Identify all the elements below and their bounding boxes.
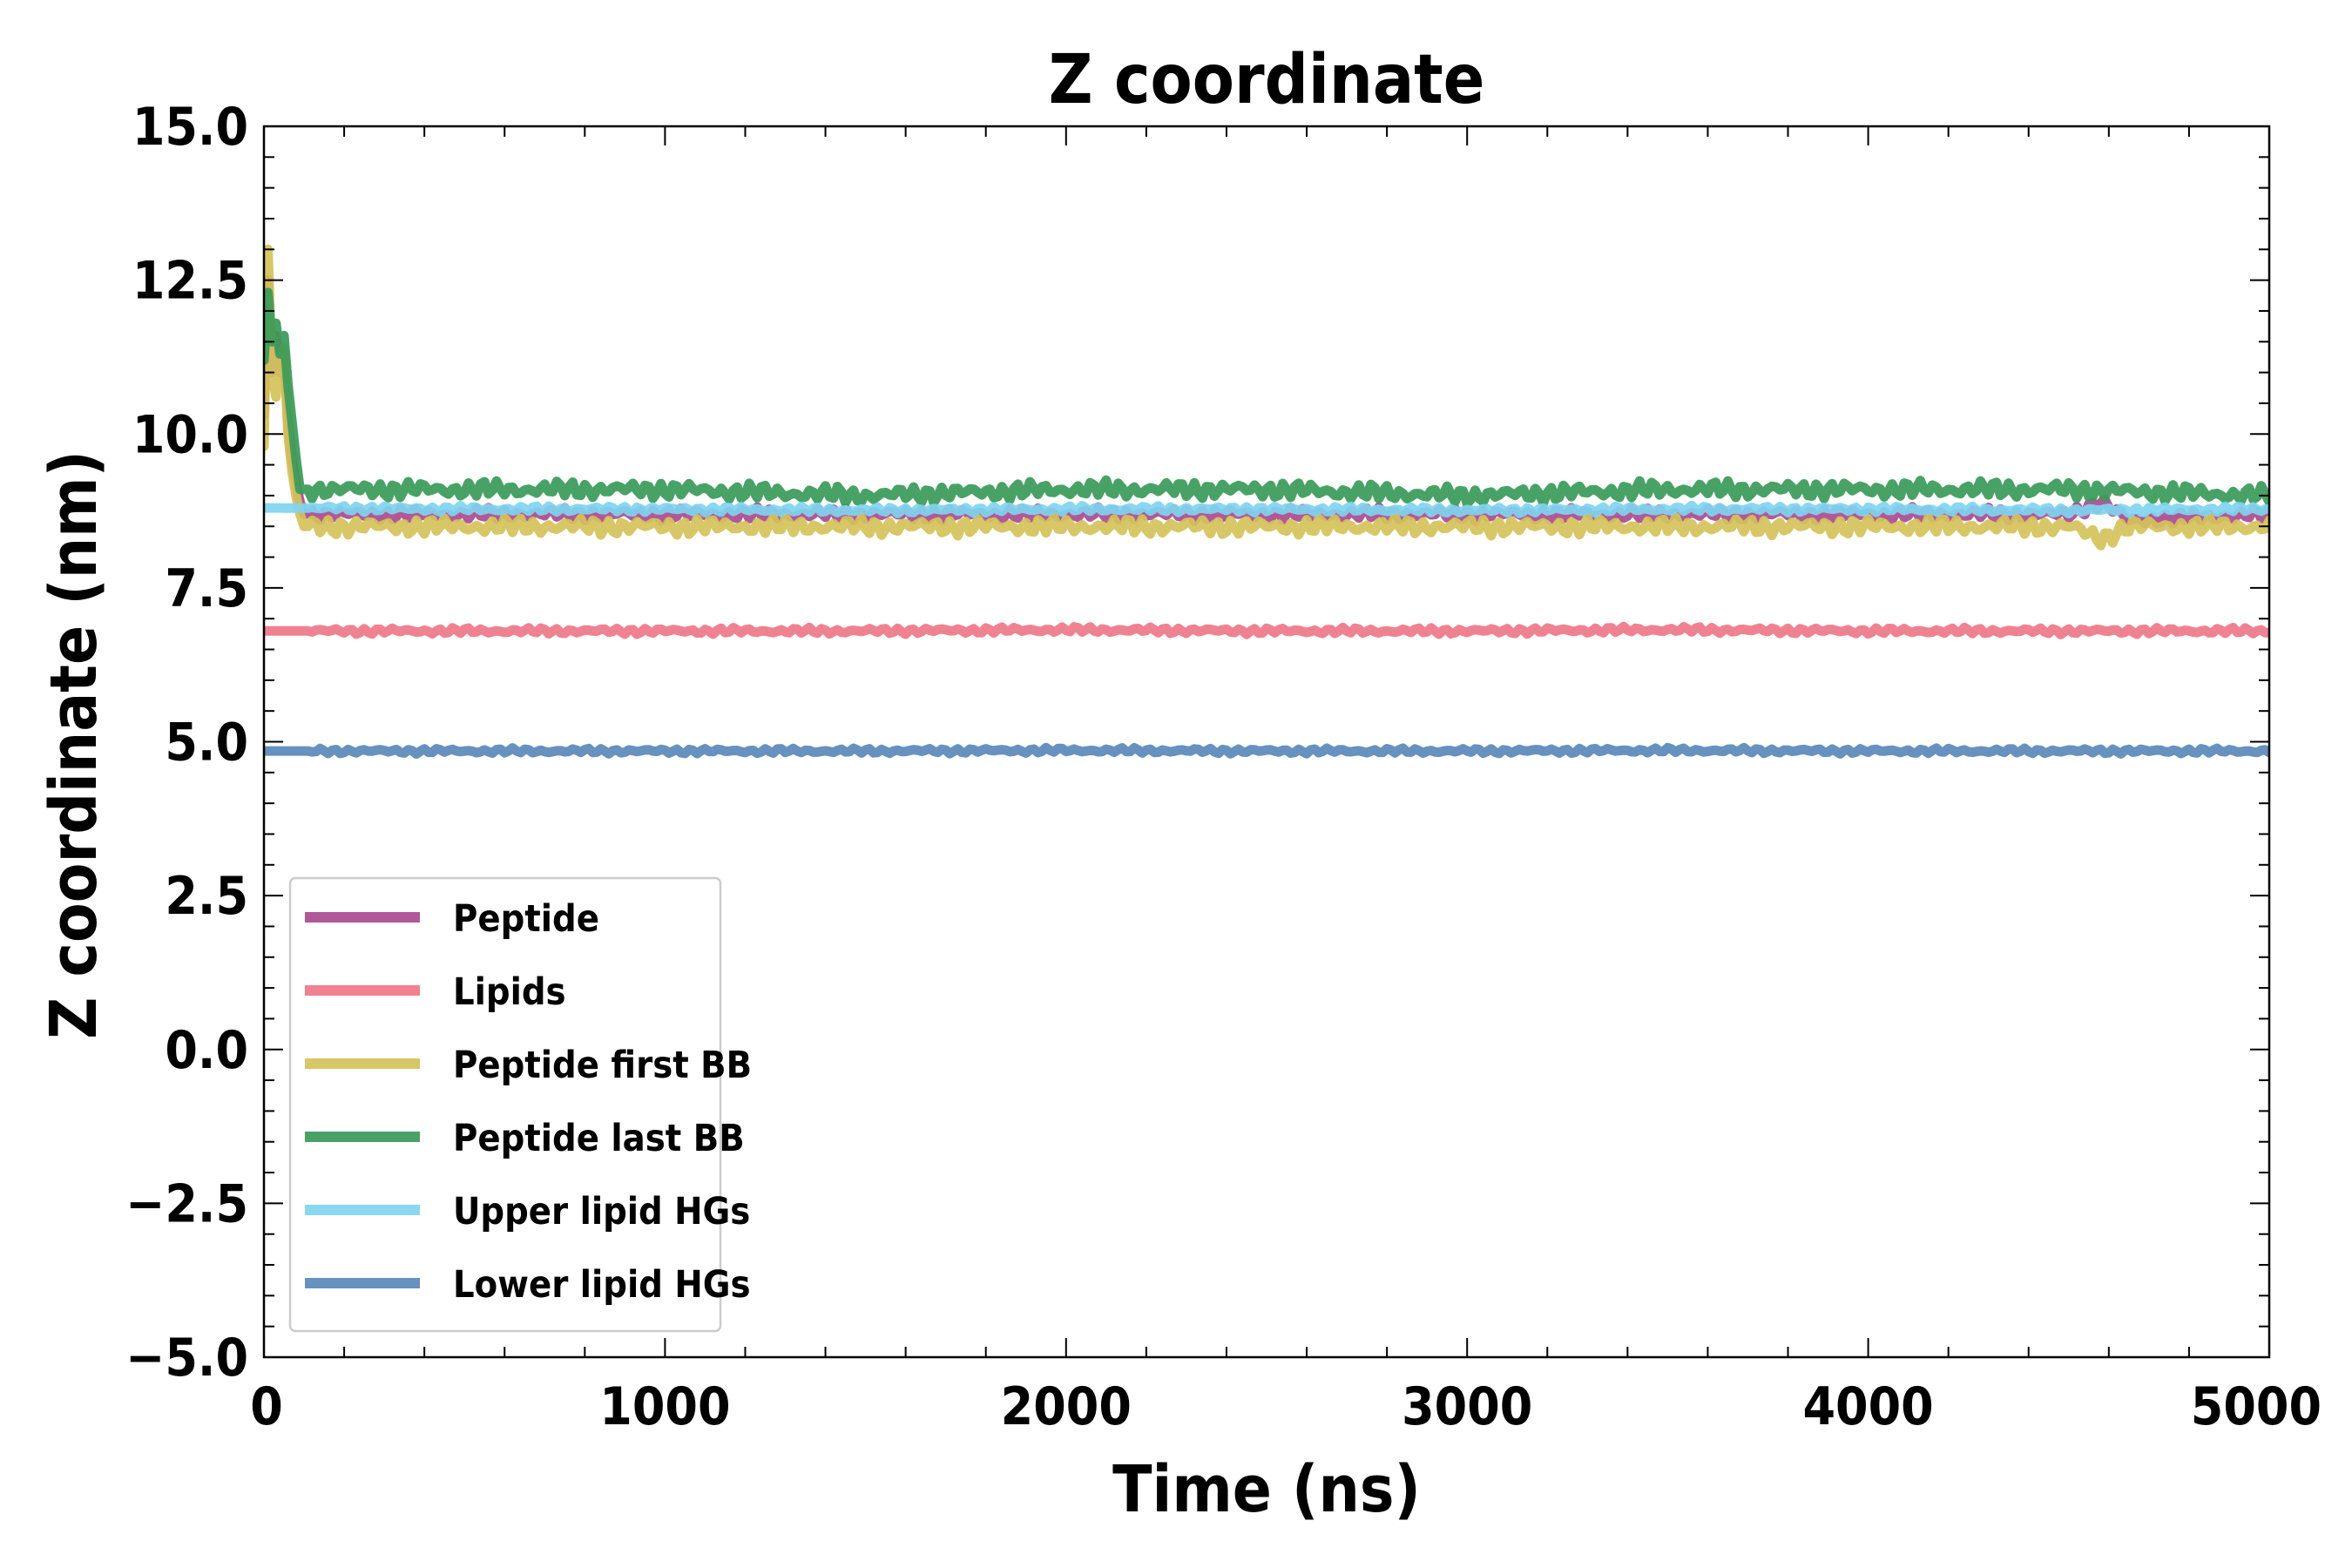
y-tick-label: 15.0 — [132, 97, 248, 158]
x-tick-label: 0 — [250, 1376, 283, 1437]
chart-title: Z coordinate — [1049, 41, 1485, 119]
legend-label-peptide-last-bb: Peptide last BB — [453, 1117, 745, 1160]
plot-area — [264, 244, 2269, 759]
legend-label-peptide-first-bb: Peptide first BB — [453, 1044, 752, 1087]
y-axis-label: Z coordinate (nm) — [37, 450, 112, 1039]
legend-label-peptide: Peptide — [453, 897, 599, 941]
legend-label-lower-lipid-hgs: Lower lipid HGs — [453, 1263, 751, 1307]
x-tick-label: 1000 — [599, 1376, 730, 1437]
y-tick-label: 12.5 — [132, 251, 248, 312]
x-tick-label: 4000 — [1802, 1376, 1933, 1437]
series-line-peptide-last-bb — [264, 287, 2269, 509]
x-tick-label: 3000 — [1402, 1376, 1532, 1437]
x-tick-labels: 0 1000 2000 3000 4000 5000 — [250, 1376, 2322, 1437]
series-line-lower-lipid-hgs — [264, 742, 2269, 759]
plot-frame — [262, 125, 2271, 1359]
x-tick-label: 5000 — [2191, 1376, 2322, 1437]
y-tick-labels: −5.0 −2.5 0.0 2.5 5.0 7.5 10.0 12.5 15.0 — [125, 97, 248, 1389]
x-tick-label: 2000 — [1001, 1376, 1132, 1437]
y-tick-label: 10.0 — [132, 404, 248, 465]
axis-ticks — [263, 125, 2270, 1358]
y-tick-label: −5.0 — [125, 1328, 248, 1389]
legend-label-lipids: Lipids — [453, 970, 566, 1014]
y-tick-label: 0.0 — [165, 1020, 248, 1081]
series-line-peptide-first-bb — [264, 244, 2269, 551]
y-tick-label: −2.5 — [125, 1173, 248, 1234]
legend: Peptide Lipids Peptide first BB Peptide las… — [288, 876, 752, 1333]
y-tick-label: 2.5 — [165, 866, 248, 927]
series-line-lipids — [264, 621, 2269, 639]
x-axis-label: Time (ns) — [1112, 1452, 1421, 1527]
y-tick-label: 7.5 — [165, 558, 248, 619]
legend-label-upper-lipid-hgs: Upper lipid HGs — [453, 1190, 750, 1233]
y-tick-label: 5.0 — [165, 713, 248, 774]
series-line-peptide — [264, 275, 2269, 529]
series-line-upper-lipid-hgs — [264, 500, 2269, 518]
